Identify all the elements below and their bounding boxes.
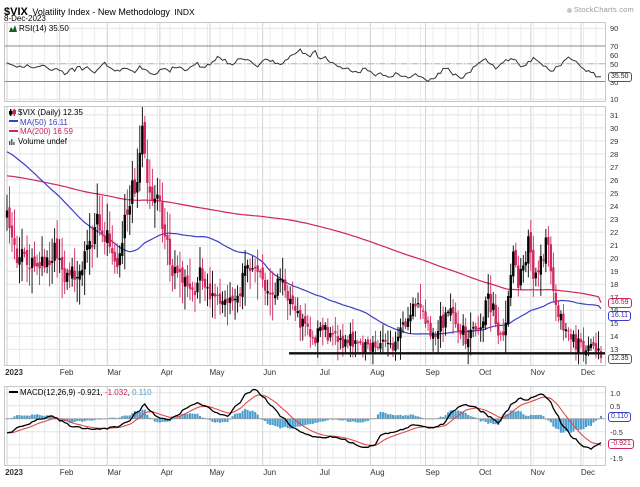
price-panel [4,106,606,366]
x-axis-tick: Aug [370,368,385,377]
price-legend-ma50-row: MA(50) 16.11 [9,118,83,128]
price-y-tick: 16 [610,306,618,315]
x-axis-tick: May [209,368,225,377]
price-symbol-label: $VIX (Daily) 12.35 [18,108,83,117]
x-axis-tick: Sep [425,368,440,377]
x-axis-tick: Oct [478,368,492,377]
candlestick-icon [9,109,16,117]
price-y-tick: 20 [610,254,619,264]
price-y-tick: 29 [610,136,619,146]
rsi-icon [9,25,17,33]
brand-label: StockCharts.com [573,5,634,14]
x-axis-tick: Nov [530,468,545,477]
ma200-value-tag: 16.59 [608,298,632,309]
volume-bar-icon [9,138,16,145]
price-y-tick: 22 [610,228,619,238]
x-axis-tick: Jun [263,368,277,377]
price-y-tick: 13 [610,345,619,355]
chart-header: $VIX Volatility Index - New Methodology … [4,2,195,20]
x-axis-tick: Nov [530,368,545,377]
volume-label: Volume undef [18,136,67,146]
ma200-label: MA(200) 16.59 [20,127,73,136]
macd-y-tick: -1.5 [610,453,623,463]
price-y-tick: 21 [610,241,619,251]
ma50-swatch-icon [9,120,18,123]
ma50-value-tag: 16.11 [608,311,631,322]
macd-y-tick: 1.0 [610,388,621,398]
symbol-name: Volatility Index - New Methodology [32,7,170,17]
macd-value-1: -0.921 [77,388,101,397]
price-legend-symbol-row: $VIX (Daily) 12.35 [9,108,83,118]
price-y-tick: 27 [610,162,619,172]
x-axis-tick: Aug [370,468,385,477]
x-axis-tick: Jul [319,468,330,477]
x-axis-tick: Mar [107,468,122,477]
rsi-y-tick: 70 [610,42,619,52]
chart-date: 8-Dec-2023 [4,14,46,23]
price-y-tick: 14 [610,332,619,342]
x-axis-tick: 2023 [5,468,23,477]
rsi-y-tick: 50 [610,59,619,69]
macd-indicator-label: MACD(12,26,9) [20,388,76,397]
macd-panel [4,386,606,466]
price-y-tick: 18 [610,280,619,290]
rsi-legend-label: RSI(14) 35.50 [19,24,69,33]
price-legend-ma200-row: MA(200) 16.59 [9,127,83,137]
x-axis-tick: Jul [319,368,330,377]
x-axis-tick: 2023 [5,368,23,377]
price-y-tick: 28 [610,149,619,159]
price-y-tick: 25 [610,189,619,198]
x-axis-tick: Dec [580,468,596,477]
macd-sep-2: , [127,388,130,397]
rsi-value-tag: 35.50 [608,71,632,82]
price-y-tick: 26 [610,175,619,185]
rsi-y-tick: 30 [610,77,619,87]
rsi-y-tick: 60 [610,50,619,60]
stockcharts-brand: StockCharts.com [566,5,634,14]
price-y-tick: 31 [610,110,619,120]
x-axis-tick: Mar [107,368,122,377]
x-axis-tick: Feb [59,468,74,477]
macd-plot [5,387,605,465]
rsi-y-tick: 10 [610,95,619,105]
rsi-y-tick: 90 [610,24,619,34]
price-y-tick: 30 [610,123,619,133]
price-y-tick: 17 [610,293,618,302]
price-y-tick: 19 [610,267,619,277]
x-axis-tick: Dec [580,368,596,377]
x-axis-tick: Feb [59,368,74,377]
macd-sep-1: , [100,388,103,397]
rsi-panel [4,22,606,102]
macd-hist-tag: 0.110 [608,411,631,422]
price-y-tick: 23 [610,215,619,225]
x-axis-tick: Apr [160,368,174,377]
price-y-tick: 15 [610,319,619,329]
price-legend: $VIX (Daily) 12.35 MA(50) 16.11 MA(200) … [9,108,83,146]
last-price-tag: 12.35 [608,353,632,364]
x-axis-tick: Sep [425,468,440,477]
ma50-label: MA(50) 16.11 [20,117,68,127]
macd-value-2: -1.032 [104,388,128,397]
x-axis-tick: Jun [263,468,277,477]
x-axis-tick: Apr [160,468,174,477]
ma200-swatch-icon [9,129,18,132]
macd-swatch-icon [9,390,18,393]
macd-y-tick: -0.5 [610,427,623,437]
x-axis-tick: May [209,468,225,477]
macd-line-tag: -0.921 [608,438,634,449]
price-y-tick: 24 [610,202,619,212]
price-plot [5,107,605,365]
macd-y-tick: 0.5 [610,401,621,411]
symbol-exchange: INDX [174,7,195,17]
brand-dot-icon [566,7,572,13]
x-axis-tick: Oct [478,468,492,477]
rsi-legend: RSI(14) 35.50 [9,24,69,34]
rsi-plot [5,23,605,101]
symbol-ticker: $VIX [4,6,28,18]
macd-value-3: 0.110 [132,388,152,397]
price-legend-volume-row: Volume undef [9,137,83,147]
macd-legend: MACD(12,26,9) -0.921, -1.032, 0.110 [9,388,152,398]
